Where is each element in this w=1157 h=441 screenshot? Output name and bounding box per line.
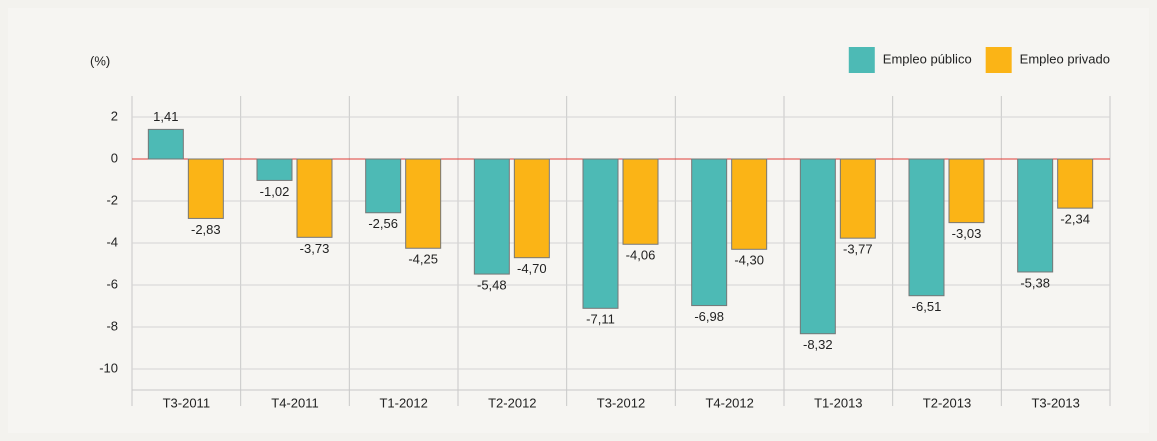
bar <box>147 128 184 160</box>
x-tick-label: T2-2013 <box>923 395 971 410</box>
bar <box>1057 158 1094 209</box>
x-tick-label: T4-2011 <box>271 395 318 410</box>
bar <box>1017 158 1054 273</box>
bar <box>582 158 619 309</box>
y-tick-label: -4 <box>106 234 118 249</box>
value-label: -1,02 <box>260 184 290 199</box>
bar <box>622 158 659 245</box>
value-label: -4,06 <box>626 248 656 263</box>
y-tick-label: -10 <box>99 360 118 375</box>
value-label: -8,32 <box>803 337 833 352</box>
value-label: -7,11 <box>586 312 615 327</box>
value-label: -2,56 <box>368 216 398 231</box>
y-tick-label: -8 <box>106 318 118 333</box>
x-tick-label: T3-2011 <box>163 395 210 410</box>
bar <box>731 158 768 250</box>
bar <box>908 158 945 297</box>
bar <box>405 158 442 249</box>
value-label: -2,34 <box>1060 212 1090 227</box>
bar <box>256 158 293 181</box>
bar <box>691 158 728 307</box>
y-tick-label: -2 <box>106 192 118 207</box>
value-label: -5,38 <box>1020 275 1050 290</box>
bar <box>513 158 550 259</box>
x-tick-label: T1-2012 <box>379 395 427 410</box>
bar <box>187 158 224 219</box>
value-label: -6,98 <box>694 309 724 324</box>
bar <box>365 158 402 214</box>
bar <box>839 158 876 239</box>
x-tick-label: T3-2013 <box>1031 395 1079 410</box>
legend-label: Empleo público <box>883 51 972 66</box>
y-tick-label: -6 <box>106 276 118 291</box>
bar <box>799 158 836 335</box>
value-label: -3,73 <box>300 241 330 256</box>
legend-label: Empleo privado <box>1020 51 1110 66</box>
value-label: -4,70 <box>517 261 547 276</box>
x-tick-label: T3-2012 <box>597 395 645 410</box>
x-tick-label: T4-2012 <box>705 395 753 410</box>
y-tick-label: 2 <box>111 108 118 123</box>
bar <box>296 158 333 238</box>
value-label: -6,51 <box>912 299 942 314</box>
value-label: -4,30 <box>734 253 764 268</box>
y-axis-label: (%) <box>90 53 110 68</box>
value-label: -4,25 <box>408 252 438 267</box>
legend-swatch <box>985 47 1012 73</box>
bar <box>948 158 985 224</box>
value-label: -3,77 <box>843 242 873 257</box>
x-tick-label: T1-2013 <box>814 395 862 410</box>
y-tick-label: 0 <box>111 150 118 165</box>
value-label: 1,41 <box>153 109 178 124</box>
x-tick-label: T2-2012 <box>488 395 536 410</box>
value-label: -3,03 <box>952 226 982 241</box>
bar <box>473 158 510 275</box>
value-label: -5,48 <box>477 278 507 293</box>
value-label: -2,83 <box>191 222 221 237</box>
legend-swatch <box>848 47 875 73</box>
